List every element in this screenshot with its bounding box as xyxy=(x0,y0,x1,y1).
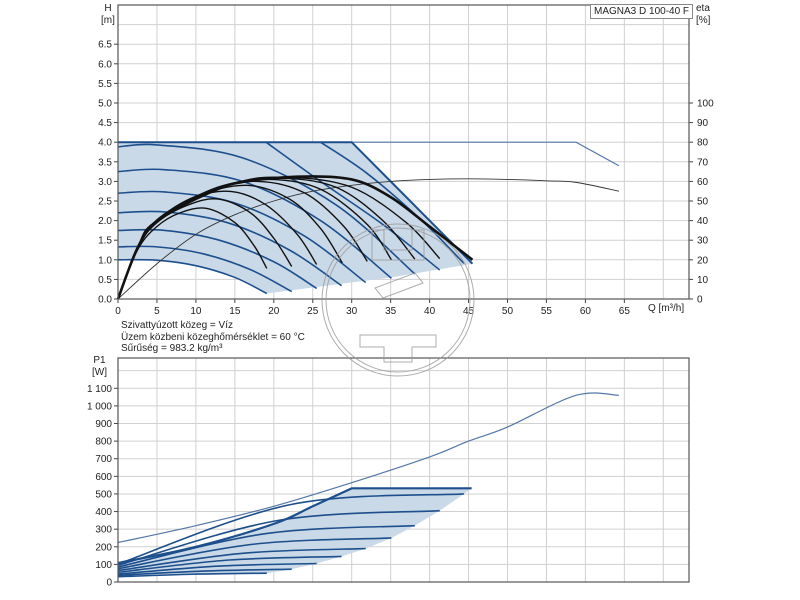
eta-tick-label: 60 xyxy=(697,177,709,188)
watermark-logo xyxy=(321,223,475,377)
power-curve xyxy=(117,547,366,572)
eta-axis-unit: [%] xyxy=(696,15,711,26)
fluid-info: Szivattyúzott közeg = Víz Üzem közbeni k… xyxy=(121,320,305,355)
watermark-outer-ring xyxy=(321,223,475,377)
y-tick-label: 3.5 xyxy=(98,157,112,168)
eta-tick-label: 10 xyxy=(697,275,709,286)
x-tick-label: 50 xyxy=(502,306,514,317)
eta-tick-label: 40 xyxy=(697,216,709,227)
x-tick-label: 60 xyxy=(580,306,592,317)
y-tick-label: 900 xyxy=(95,419,112,430)
eta-tick-label: 20 xyxy=(697,255,709,266)
power-curve xyxy=(117,493,464,565)
y-tick-label: 400 xyxy=(95,507,112,518)
x-tick-label: 5 xyxy=(154,306,160,317)
y-tick-label: 2.5 xyxy=(98,197,112,208)
y-tick-label: 4.5 xyxy=(98,118,112,129)
y-tick-label: 1 100 xyxy=(87,384,112,395)
legend-box: MAGNA3 D 100-40 F xyxy=(590,4,694,19)
eta-tick-label: 100 xyxy=(697,99,714,110)
eta-tick-label: 30 xyxy=(697,236,709,247)
x-tick-label: 0 xyxy=(115,306,121,317)
x-tick-label: 65 xyxy=(619,306,631,317)
x-tick-label: 40 xyxy=(424,306,436,317)
x-tick-label: 15 xyxy=(229,306,241,317)
power-curve xyxy=(117,524,415,568)
head-curve xyxy=(117,210,343,287)
watermark-glyph xyxy=(359,229,437,363)
y-tick-label: 6.5 xyxy=(98,40,112,51)
y-tick-label: 500 xyxy=(95,489,112,500)
y-tick-label: 0.0 xyxy=(98,295,112,306)
q-axis-label: Q [m³/h] xyxy=(648,303,685,314)
watermark-inner-ring xyxy=(325,227,471,373)
x-tick-label: 25 xyxy=(307,306,319,317)
p1-axis-unit: [W] xyxy=(92,367,107,378)
y-tick-label: 100 xyxy=(95,560,112,571)
x-tick-label: 35 xyxy=(385,306,397,317)
y-tick-label: 1.0 xyxy=(98,255,112,266)
power-curve xyxy=(117,509,440,567)
y-tick-label: 4.0 xyxy=(98,138,112,149)
h-axis-name: H xyxy=(104,3,112,14)
head-curve xyxy=(117,190,367,284)
x-tick-label: 10 xyxy=(190,306,202,317)
eta-axis-name: eta xyxy=(696,3,710,14)
max-head-envelope xyxy=(118,141,474,265)
x-tick-label: 55 xyxy=(541,306,553,317)
eta-axis-label: eta [%] xyxy=(696,3,710,27)
info-temperature: Üzem közbeni közeghőmérséklet = 60 °C xyxy=(121,331,305,343)
power-curve xyxy=(117,572,267,578)
x-tick-label: 30 xyxy=(346,306,358,317)
efficiency-curve xyxy=(117,178,619,300)
y-tick-label: 1 000 xyxy=(87,401,112,412)
y-tick-label: 0 xyxy=(106,578,112,589)
eta-tick-label: 70 xyxy=(697,157,709,168)
operating-range-area xyxy=(118,142,473,294)
y-tick-label: 300 xyxy=(95,525,112,536)
h-axis-unit: [m] xyxy=(101,15,115,26)
max-power-line xyxy=(117,392,619,544)
y-tick-label: 5.5 xyxy=(98,79,112,90)
max-efficiency-head-curve xyxy=(116,175,474,300)
bottom-plot-frame xyxy=(117,357,690,583)
y-tick-label: 200 xyxy=(95,542,112,553)
eta-tick-label: 0 xyxy=(697,295,703,306)
y-tick-label: 600 xyxy=(95,472,112,483)
top-plot-frame xyxy=(117,4,690,300)
y-tick-label: 700 xyxy=(95,454,112,465)
info-density: Sűrűség = 983.2 kg/m³ xyxy=(121,343,223,354)
info-medium: Szivattyúzott közeg = Víz xyxy=(121,320,233,331)
p1-axis-label: P1 [W] xyxy=(92,355,107,379)
y-tick-label: 3.0 xyxy=(98,177,112,188)
y-tick-label: 1.5 xyxy=(98,236,112,247)
y-tick-label: 2.0 xyxy=(98,216,112,227)
eta-tick-label: 80 xyxy=(697,138,709,149)
head-curve xyxy=(117,143,416,275)
max-power-envelope xyxy=(117,487,472,565)
power-curve xyxy=(117,568,292,577)
y-tick-label: 5.0 xyxy=(98,99,112,110)
y-tick-label: 0.5 xyxy=(98,275,112,286)
head-curve xyxy=(117,245,293,293)
h-axis-label: H [m] xyxy=(101,3,115,27)
power-curve xyxy=(117,537,392,570)
power-curve xyxy=(117,555,342,574)
power-range-area xyxy=(118,488,472,577)
head-curve xyxy=(320,141,465,264)
head-curve xyxy=(265,141,441,271)
eta-tick-label: 50 xyxy=(697,197,709,208)
eta-tick-label: 90 xyxy=(697,118,709,129)
y-tick-label: 800 xyxy=(95,437,112,448)
p1-axis-name: P1 xyxy=(93,355,106,366)
x-tick-label: 20 xyxy=(268,306,280,317)
y-tick-label: 6.0 xyxy=(98,59,112,70)
power-curve xyxy=(117,562,317,575)
head-curve xyxy=(117,258,268,295)
